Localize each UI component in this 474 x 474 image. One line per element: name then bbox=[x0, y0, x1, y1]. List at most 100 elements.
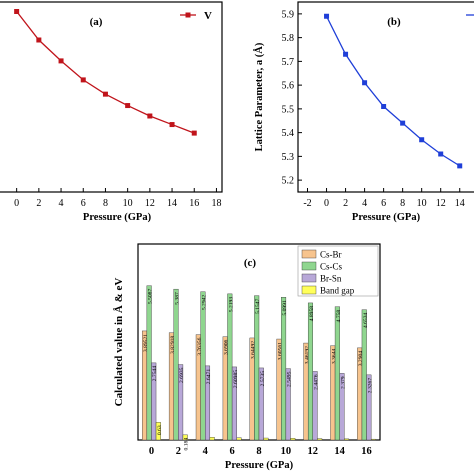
panel-c-chart: 0 3.89521 5.5087 2.7544 0.63 2 3.82918 5.387 2.6… bbox=[113, 243, 381, 471]
panel-a-frame bbox=[0, 1, 223, 193]
panel-b-y-tick-label: 5.7 bbox=[282, 57, 295, 68]
panel-c-bar bbox=[227, 293, 233, 441]
panel-a-data-point bbox=[58, 58, 64, 64]
panel-c-bar bbox=[339, 373, 345, 441]
panel-a-panel-label: (a) bbox=[90, 16, 103, 28]
panel-a-series-line bbox=[16, 11, 195, 134]
panel-c-legend-label: Br-Sn bbox=[320, 274, 342, 284]
panel-b-panel-label: (b) bbox=[387, 16, 401, 28]
panel-c-bar bbox=[254, 295, 260, 441]
panel-c-data-label: 3.2904 bbox=[358, 351, 364, 367]
panel-b-data-point bbox=[343, 51, 349, 57]
panel-b-y-tick-label: 5.3 bbox=[282, 152, 295, 163]
panel-c-bar bbox=[285, 368, 291, 441]
panel-c-legend-swatch bbox=[301, 261, 317, 271]
panel-c-bar bbox=[231, 366, 237, 441]
panel-c-data-label: 5.0991 bbox=[282, 300, 288, 316]
panel-a-x-tick-label: 2 bbox=[36, 198, 41, 209]
panel-a-data-point bbox=[169, 122, 175, 128]
panel-c-data-label: 5.5087 bbox=[148, 289, 154, 305]
panel-c-data-label: 3.60561 bbox=[277, 342, 283, 360]
panel-c-data-label: 5.2193 bbox=[228, 297, 234, 313]
panel-b-data-point bbox=[324, 13, 330, 19]
panel-c-x-tick-label: 4 bbox=[203, 446, 209, 457]
panel-c-data-label: 2.379 bbox=[340, 376, 346, 389]
panel-b-x-tick-label: 0 bbox=[324, 198, 329, 209]
panel-c-data-label: 2.6935 bbox=[179, 367, 185, 383]
panel-a-data-point bbox=[125, 103, 131, 109]
panel-c-x-tick-label: 0 bbox=[149, 446, 154, 457]
panel-a-data-point bbox=[191, 130, 197, 136]
panel-a-data-point bbox=[147, 113, 153, 119]
panel-a-data-point bbox=[102, 91, 108, 97]
panel-c-bar bbox=[361, 309, 367, 441]
panel-c-data-label: 5.387 bbox=[175, 292, 181, 305]
panel-b-y-axis-label: Lattice Parameter, a (Å) bbox=[253, 42, 265, 151]
panel-b-x-tick-label: -2 bbox=[303, 198, 311, 209]
panel-c-x-tick-label: 12 bbox=[308, 446, 319, 457]
panel-c-bar bbox=[205, 365, 211, 441]
panel-c-legend-label: Band gap bbox=[320, 286, 355, 296]
panel-b-data-point bbox=[419, 137, 425, 143]
panel-c-data-label: 2.7544 bbox=[152, 366, 158, 382]
panel-c-data-label: 0.63 bbox=[157, 425, 163, 435]
panel-b-x-tick-label: 14 bbox=[455, 198, 465, 209]
panel-c-data-label: 2.3267 bbox=[367, 378, 373, 394]
panel-c-bar bbox=[146, 285, 152, 441]
panel-a-x-tick-label: 4 bbox=[59, 198, 64, 209]
panel-c-data-label: 3.6906 bbox=[224, 339, 230, 355]
panel-a-x-tick-label: 0 bbox=[14, 198, 19, 209]
panel-c-bar bbox=[290, 438, 296, 441]
panel-c-data-label: 3.76356 bbox=[197, 337, 203, 355]
panel-b-y-tick-label: 5.6 bbox=[282, 81, 295, 92]
panel-c-bar bbox=[344, 438, 350, 441]
panel-c-data-label: 3.3644 bbox=[331, 349, 337, 365]
panel-b-x-tick-label: 2 bbox=[343, 198, 348, 209]
panel-c-data-label: 4.8958 bbox=[309, 306, 315, 322]
panel-c-data-label: 5.2942 bbox=[201, 295, 207, 311]
panel-a-x-axis-label: Pressure (GPa) bbox=[83, 212, 152, 223]
panel-b-x-tick-label: 12 bbox=[436, 198, 446, 209]
panel-c-bar bbox=[200, 291, 206, 441]
panel-c-bar bbox=[155, 422, 161, 441]
panel-c-bar bbox=[370, 438, 376, 441]
panel-c-bar bbox=[258, 367, 264, 441]
panel-b-x-tick-label: 6 bbox=[381, 198, 386, 209]
panel-c-y-axis-label: Calculated value in Å & eV bbox=[113, 278, 125, 407]
panel-b-y-tick-label: 5.8 bbox=[282, 33, 295, 44]
panel-b-frame bbox=[297, 1, 474, 193]
panel-a-x-tick-label: 14 bbox=[167, 198, 177, 209]
panel-c-data-label: 2.60985 bbox=[233, 370, 239, 388]
panel-c-data-label: 0.184 bbox=[184, 438, 190, 451]
panel-c-legend-label: Cs-Cs bbox=[320, 262, 343, 272]
panel-c-bar bbox=[281, 297, 287, 441]
panel-c-data-label: 5.1547 bbox=[255, 298, 261, 314]
panel-a-legend-label: V bbox=[204, 10, 212, 22]
panel-c-bar bbox=[334, 306, 340, 441]
panel-a-legend-marker bbox=[185, 12, 191, 18]
panel-c-bar bbox=[312, 371, 318, 441]
panel-b-y-tick-label: 5.9 bbox=[282, 9, 295, 20]
panel-b-data-point bbox=[438, 151, 444, 157]
panel-b-data-point bbox=[381, 104, 387, 109]
panel-c-legend-swatch bbox=[301, 285, 317, 295]
panel-b-x-tick-label: 10 bbox=[417, 198, 427, 209]
panel-c-data-label: 2.5495 bbox=[287, 371, 293, 387]
panel-b-x-tick-label: 8 bbox=[400, 198, 405, 209]
panel-b-y-tick-label: 5.2 bbox=[282, 176, 295, 187]
panel-c-bar bbox=[173, 288, 179, 441]
panel-c-data-label: 2.5735 bbox=[260, 371, 266, 387]
panel-c-x-tick-label: 10 bbox=[281, 446, 292, 457]
panel-c-bar bbox=[263, 437, 269, 441]
panel-a-data-point bbox=[80, 77, 86, 83]
panel-c-x-tick-label: 14 bbox=[334, 446, 345, 457]
panel-c-bar bbox=[209, 437, 215, 441]
panel-c-x-axis-label: Pressure (GPa) bbox=[225, 460, 294, 471]
panel-c-legend-label: Cs-Br bbox=[320, 250, 342, 260]
panel-a-x-tick-label: 12 bbox=[145, 198, 155, 209]
panel-c-data-label: 3.89521 bbox=[143, 334, 149, 352]
panel-c-data-label: 2.4476 bbox=[314, 374, 320, 390]
panel-c-bar bbox=[182, 434, 188, 441]
panel-c-data-label: 4.758 bbox=[336, 310, 342, 323]
